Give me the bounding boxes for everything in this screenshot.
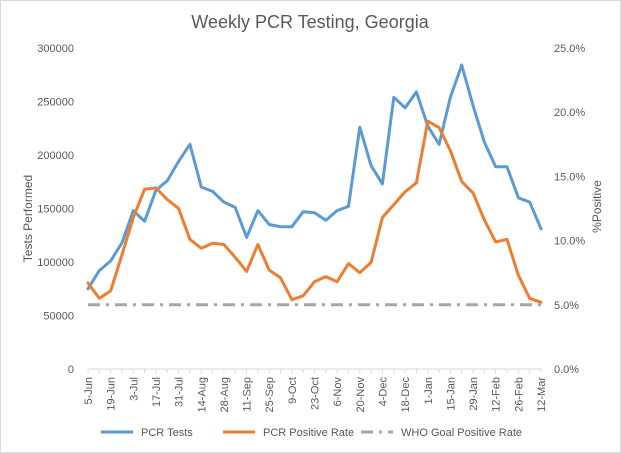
- x-tick-label: 12-Mar: [536, 377, 548, 412]
- x-tick-label: 26-Feb: [513, 377, 525, 412]
- y-right-tick-label: 10.0%: [554, 236, 585, 248]
- x-tick-label: 28-Aug: [219, 377, 231, 412]
- y-right-tick-label: 25.0%: [554, 43, 585, 55]
- y-left-tick-label: 100000: [37, 257, 74, 269]
- legend-label: WHO Goal Positive Rate: [401, 427, 522, 439]
- y-left-tick-label: 150000: [37, 204, 74, 216]
- x-tick-label: 23-Oct: [310, 377, 322, 410]
- y-right-tick-label: 15.0%: [554, 171, 585, 183]
- y-right-tick-label: 20.0%: [554, 107, 585, 119]
- x-tick-label: 15-Jan: [445, 377, 457, 411]
- y-right-axis-title: %Positive: [590, 180, 604, 233]
- series-line-pcr-positive-rate: [86, 119, 543, 304]
- y-left-tick-label: 250000: [37, 97, 74, 109]
- y-right-tick-label: 0.0%: [554, 364, 579, 376]
- y-left-tick-label: 50000: [43, 311, 74, 323]
- y-left-tick-label: 300000: [37, 43, 74, 55]
- x-tick-label: 5-Jun: [83, 377, 95, 405]
- x-tick-label: 9-Oct: [287, 377, 299, 404]
- x-tick-label: 18-Dec: [400, 377, 412, 413]
- x-tick-label: 1-Jan: [423, 377, 435, 405]
- series-line-pcr-tests: [86, 63, 543, 291]
- axes-layer: 0 50000 100000 150000 200000 250000 300000 0.0%…: [21, 43, 604, 412]
- x-tick-label: 11-Sep: [242, 377, 254, 412]
- y-left-tick-label: 200000: [37, 150, 74, 162]
- legend-label: PCR Tests: [141, 427, 193, 439]
- chart-title: Weekly PCR Testing, Georgia: [191, 12, 429, 32]
- x-tick-label: 3-Jul: [128, 377, 140, 401]
- y-left-tick-label: 0: [68, 364, 74, 376]
- x-tick-label: 14-Aug: [196, 377, 208, 412]
- x-tick-label: 6-Nov: [332, 377, 344, 407]
- legend: PCR Tests PCR Positive Rate WHO Goal Posit…: [101, 427, 522, 439]
- series-layer: [86, 63, 543, 307]
- x-tick-label: 29-Jan: [468, 377, 480, 411]
- x-tick-label: 17-Jul: [151, 377, 163, 407]
- x-tick-label: 19-Jun: [106, 377, 118, 411]
- y-left-axis-title: Tests Performed: [21, 175, 35, 262]
- y-right-tick-label: 5.0%: [554, 300, 579, 312]
- x-tick-label: 31-Jul: [174, 377, 186, 407]
- x-tick-label: 20-Nov: [355, 377, 367, 413]
- legend-label: PCR Positive Rate: [263, 427, 354, 439]
- x-tick-label: 25-Sep: [264, 377, 276, 412]
- x-tick-label: 4-Dec: [377, 377, 389, 407]
- x-tick-label: 12-Feb: [491, 377, 503, 412]
